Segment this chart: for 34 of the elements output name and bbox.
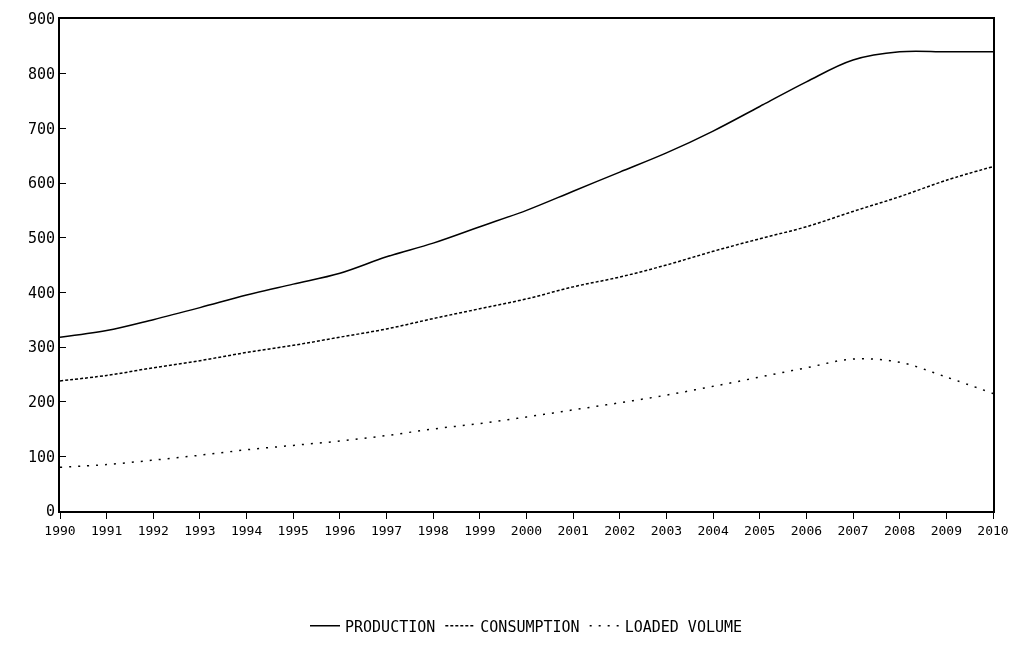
y-tick-label: 100 xyxy=(27,447,55,466)
x-tick-label: 2000 xyxy=(510,522,543,538)
x-tick-label: 2008 xyxy=(884,522,916,538)
y-tick-label: 400 xyxy=(27,283,55,302)
x-tick-label: 1997 xyxy=(370,522,403,538)
x-tick-label: 2005 xyxy=(744,522,776,538)
x-tick-label: 2002 xyxy=(604,522,636,538)
x-tick-label: 2001 xyxy=(557,522,589,538)
legend-label: CONSUMPTION xyxy=(480,617,580,636)
x-tick-label: 1991 xyxy=(90,522,123,538)
y-tick-label: 200 xyxy=(27,392,55,411)
x-tick-label: 2009 xyxy=(930,522,963,538)
x-tick-label: 2004 xyxy=(697,522,729,538)
y-tick-label: 500 xyxy=(27,228,55,247)
y-tick-label: 800 xyxy=(27,64,55,83)
legend-label: LOADED VOLUME xyxy=(624,617,743,636)
y-tick-label: 300 xyxy=(27,338,55,357)
x-tick-label: 1999 xyxy=(464,522,496,538)
y-tick-label: 0 xyxy=(45,502,55,521)
x-tick-label: 2010 xyxy=(977,522,1009,538)
y-tick-label: 900 xyxy=(27,10,55,29)
x-tick-label: 1998 xyxy=(417,522,449,538)
x-tick-label: 1996 xyxy=(324,522,356,538)
x-tick-label: 2007 xyxy=(837,522,869,538)
y-tick-label: 600 xyxy=(27,174,55,193)
x-tick-label: 2003 xyxy=(650,522,683,538)
y-tick-label: 700 xyxy=(27,119,55,138)
x-tick-label: 1994 xyxy=(230,522,263,538)
legend-label: PRODUCTION xyxy=(345,617,436,636)
x-tick-label: 1993 xyxy=(184,522,216,538)
x-tick-label: 1992 xyxy=(137,522,169,538)
x-tick-label: 1990 xyxy=(44,522,76,538)
x-tick-label: 2006 xyxy=(790,522,823,538)
x-tick-label: 1995 xyxy=(277,522,309,538)
